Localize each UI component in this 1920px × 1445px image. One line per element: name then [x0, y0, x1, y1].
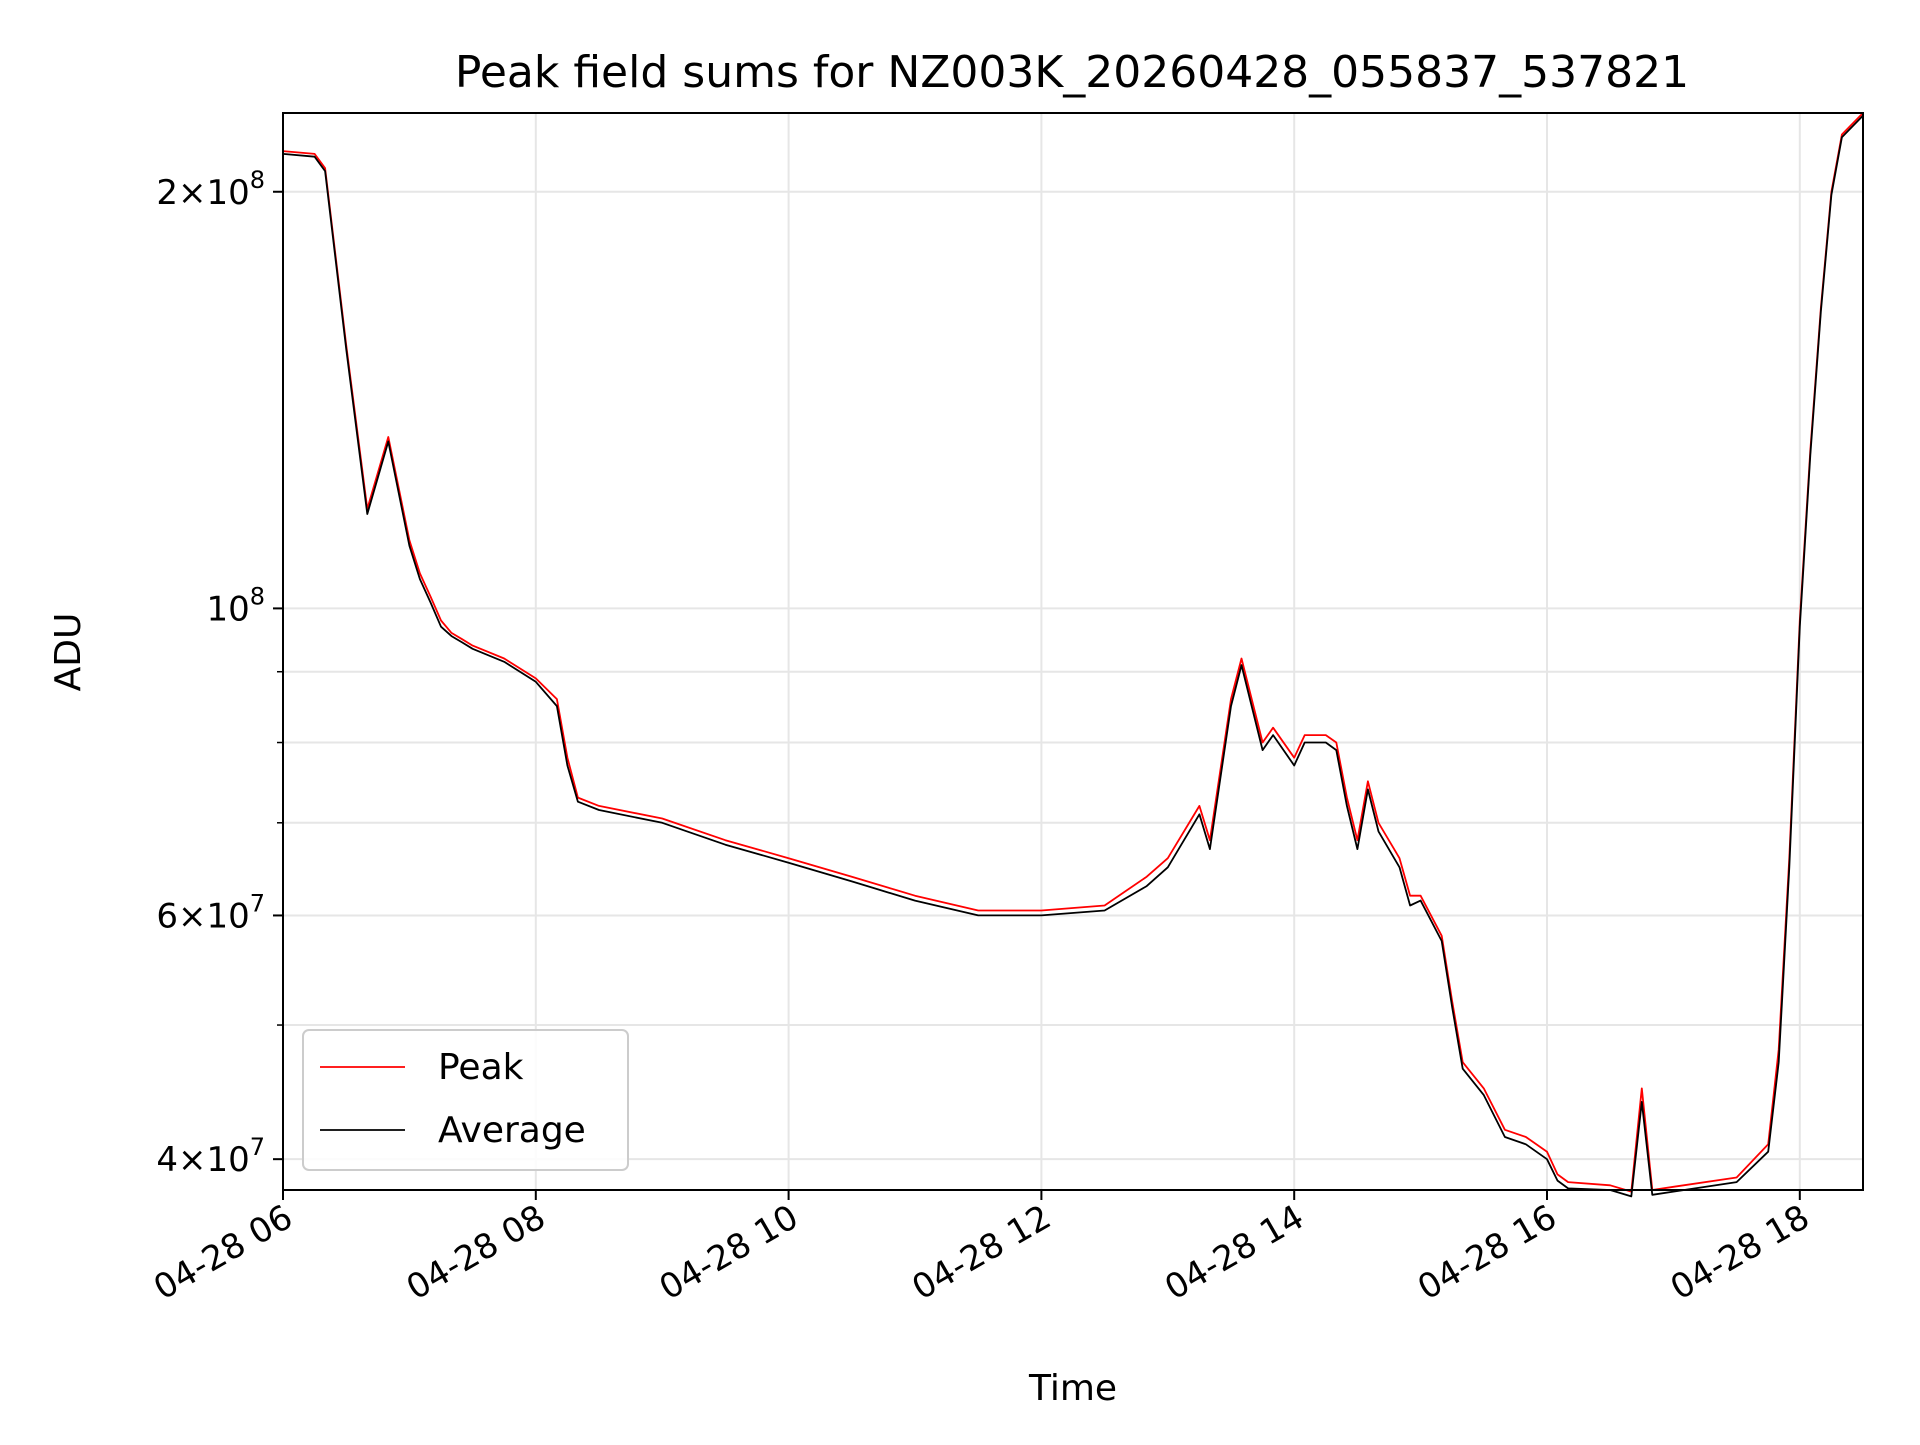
plot-frame	[282, 112, 1864, 1191]
y-tick-base: 4×10	[156, 1140, 249, 1180]
x-tick-label: 04-28 12	[906, 1197, 1058, 1308]
x-tick-label: 04-28 10	[653, 1197, 805, 1308]
y-tick-label: 6×107	[156, 889, 265, 936]
legend-label-peak: Peak	[438, 1047, 524, 1088]
series-layer	[282, 112, 1864, 1198]
grid-lines	[282, 113, 1863, 1190]
x-tick-label: 04-28 16	[1411, 1197, 1563, 1308]
y-tick-exponent: 8	[250, 166, 265, 194]
x-tick-label: 04-28 18	[1664, 1197, 1816, 1308]
series-line-peak	[282, 112, 1864, 1193]
chart-title: Peak field sums for NZ003K_20260428_0558…	[455, 47, 1689, 98]
x-tick-label: 04-28 08	[400, 1197, 552, 1308]
y-axis-label: ADU	[48, 613, 89, 692]
y-tick-label: 2×108	[156, 166, 265, 213]
legend-label-average: Average	[438, 1110, 586, 1151]
y-tick-base: 6×10	[156, 896, 249, 936]
y-tick-exponent: 7	[250, 1133, 265, 1161]
series-line-average	[282, 114, 1864, 1198]
y-tick-base: 10	[206, 589, 249, 629]
x-axis-label: Time	[1028, 1368, 1117, 1409]
legend-box	[302, 1029, 629, 1171]
y-tick-exponent: 7	[250, 889, 265, 917]
x-tick-label: 04-28 06	[147, 1197, 299, 1308]
y-tick-base: 2×10	[156, 173, 249, 213]
x-axis: 04-28 06 04-28 08 04-28 10 04-28 12 04-28 14…	[147, 1190, 1816, 1308]
y-tick-exponent: 8	[250, 582, 265, 610]
x-tick-label: 04-28 14	[1158, 1197, 1310, 1308]
y-tick-label: 4×107	[156, 1133, 265, 1180]
y-tick-label: 108	[206, 582, 265, 629]
legend: Peak Average	[302, 1029, 629, 1171]
